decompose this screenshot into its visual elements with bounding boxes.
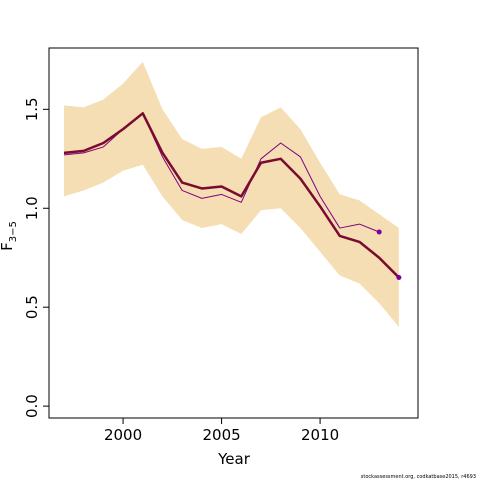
x-axis-label: Year [217, 450, 251, 468]
x-tick-label: 2000 [104, 426, 142, 444]
confidence-band [63, 61, 399, 327]
y-tick-label: 0.5 [23, 295, 41, 319]
y-axis-label: F3−5 [0, 221, 19, 251]
y-tick-label: 1.5 [23, 97, 41, 121]
x-tick-label: 2005 [202, 426, 240, 444]
y-axis-label-main: F [0, 242, 16, 251]
plot-frame [48, 47, 419, 419]
y-tick-label: 1.0 [23, 196, 41, 220]
end-point [376, 229, 382, 235]
footnote: stockassessment.org, codkatbase2015, r46… [361, 474, 476, 480]
y-tick-label: 0.0 [23, 394, 41, 418]
end-point [396, 275, 402, 281]
series-line [63, 112, 400, 279]
x-tick-label: 2010 [301, 426, 339, 444]
y-axis-label-subscript: 3−5 [8, 221, 19, 242]
